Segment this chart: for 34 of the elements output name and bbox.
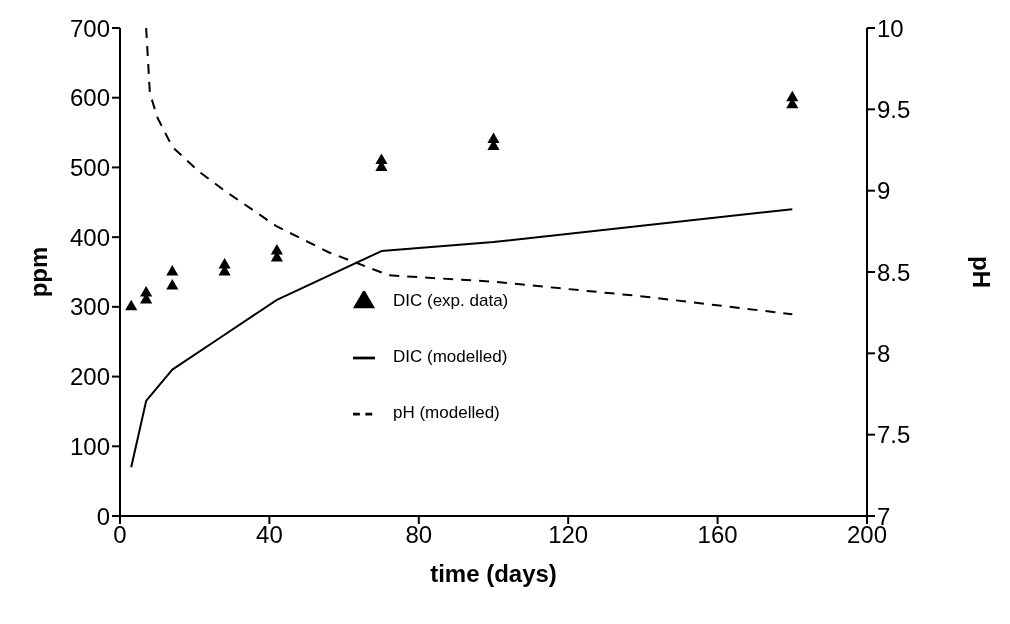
x-tick-label: 40 [256, 521, 283, 549]
x-tick-label: 160 [697, 521, 738, 549]
legend-label: pH (modelled) [393, 403, 500, 422]
point [786, 90, 799, 102]
y-tick-label: 700 [69, 14, 110, 42]
y-tick-label: 0 [96, 502, 110, 530]
y-tick-label: 100 [69, 432, 110, 460]
y2-tick-label: 9 [877, 177, 891, 205]
point [125, 299, 138, 311]
y-tick-label: 200 [69, 363, 110, 391]
point [166, 278, 179, 290]
y2-tick-label: 10 [877, 14, 904, 42]
y2-tick-label: 8.5 [877, 258, 911, 286]
x-axis-title: time (days) [430, 560, 557, 587]
y-axis-title: ppm [24, 246, 52, 298]
point [166, 264, 179, 276]
y2-tick-label: 9.5 [877, 95, 911, 123]
point [140, 285, 153, 297]
y-tick-label: 400 [69, 223, 110, 251]
y2-tick-label: 8 [877, 339, 891, 367]
legend-label: DIC (modelled) [393, 347, 508, 366]
y2-tick-label: 7.5 [877, 421, 911, 449]
legend-label: DIC (exp. data) [393, 291, 509, 310]
y2-axis-title: pH [968, 256, 996, 288]
x-tick-label: 80 [405, 521, 433, 549]
y-tick-label: 500 [69, 153, 110, 181]
y-tick-label: 300 [69, 293, 110, 321]
point [218, 258, 231, 269]
point [270, 244, 283, 255]
y-tick-label: 600 [69, 84, 110, 112]
point [375, 153, 388, 164]
x-tick-label: 120 [548, 521, 589, 549]
x-tick-label: 0 [113, 521, 127, 549]
point [487, 132, 500, 144]
